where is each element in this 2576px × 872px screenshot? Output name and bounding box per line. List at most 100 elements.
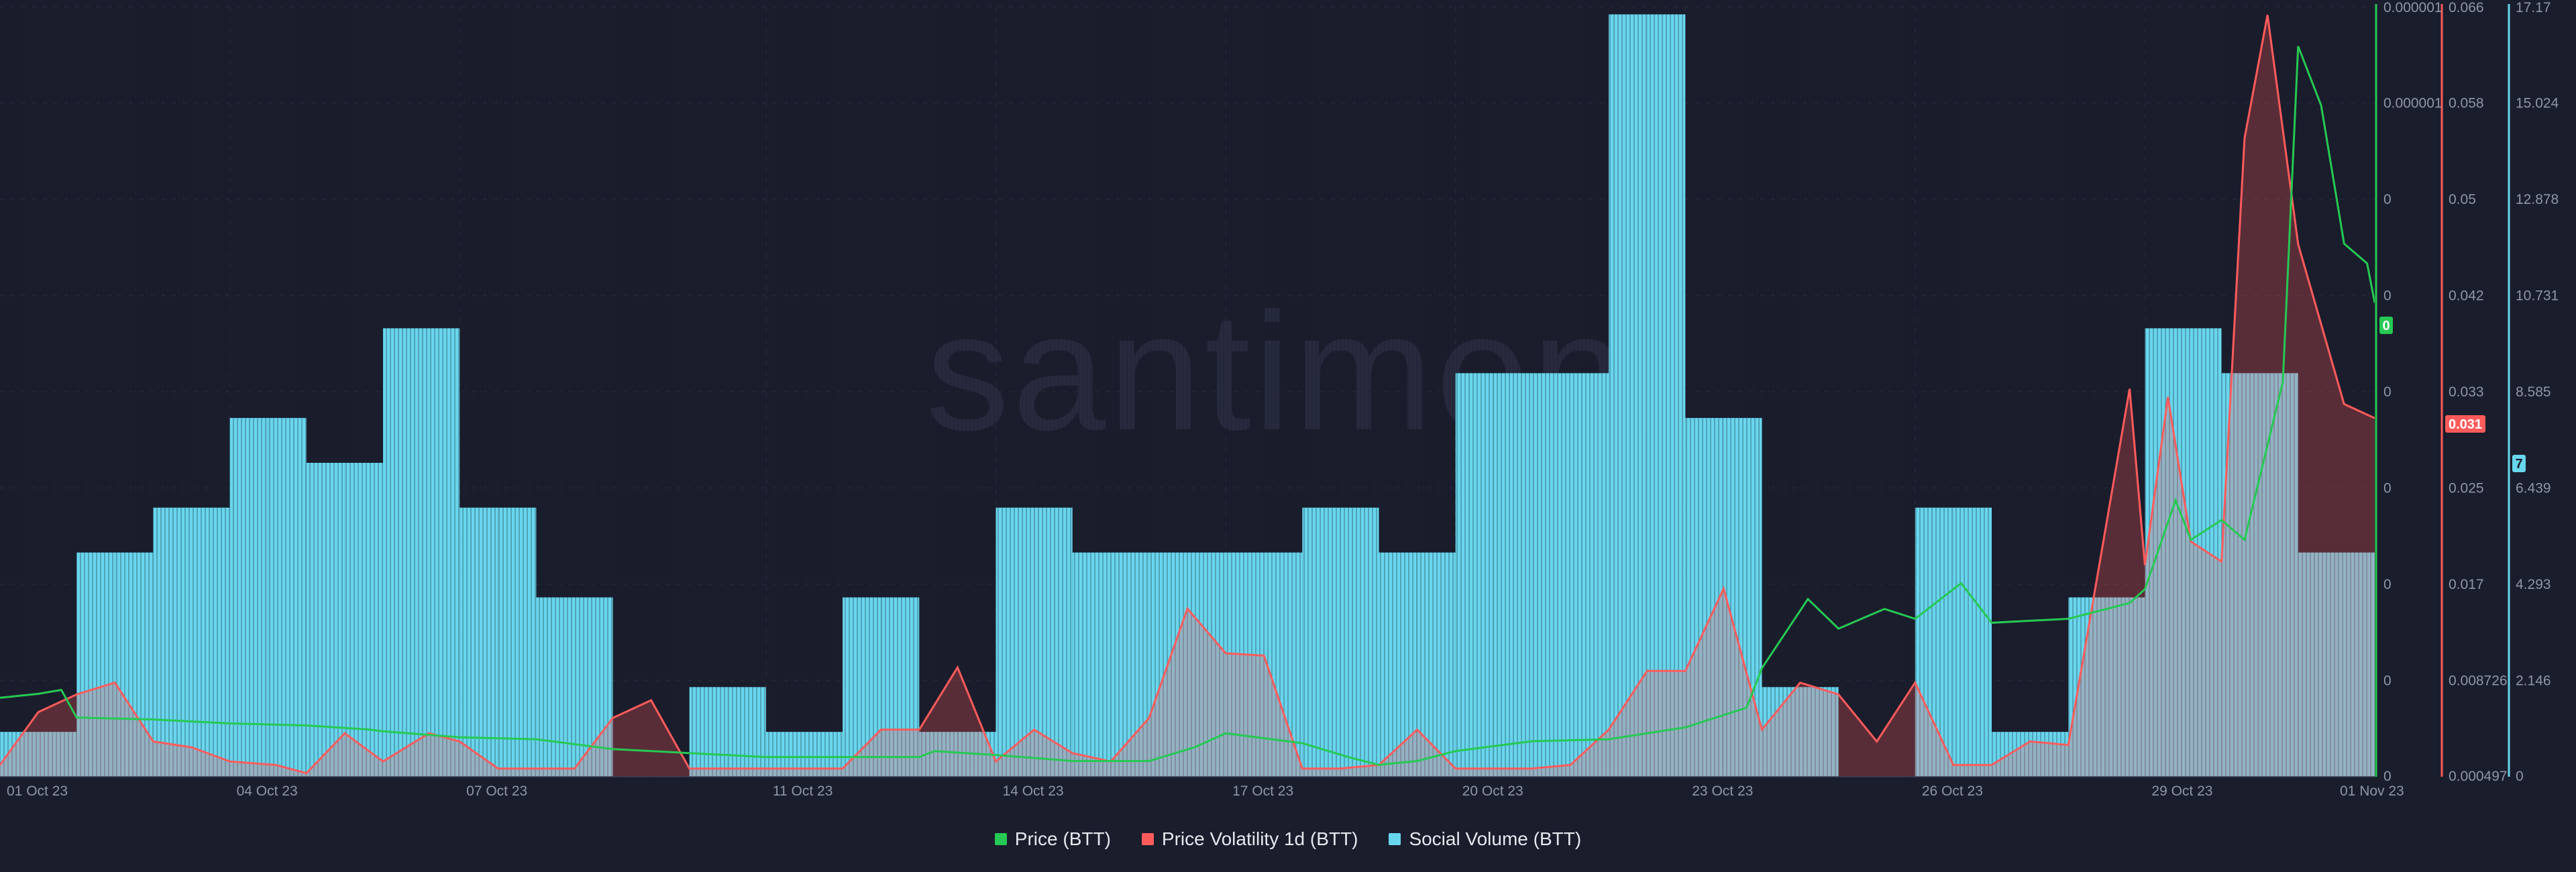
x-tick-label: 17 Oct 23 xyxy=(1232,783,1293,799)
x-tick-label: 11 Oct 23 xyxy=(773,783,833,799)
price-current-badge-bg xyxy=(2379,317,2393,334)
x-axis-ticks: 01 Oct 23 04 Oct 23 07 Oct 23 11 Oct 23 14 O… xyxy=(7,783,2404,799)
social-volume-bar xyxy=(1379,552,1417,777)
social-volume-bar xyxy=(153,507,192,777)
social-volume-bar xyxy=(38,732,77,777)
social-volume-bar xyxy=(115,552,154,777)
price-tick-label: 0 xyxy=(2383,673,2392,689)
price-tick-label: 0 xyxy=(2383,384,2392,400)
social-volume-bars xyxy=(0,7,2576,777)
social-volume-bar xyxy=(306,463,345,777)
social-tick-label: 0 xyxy=(2516,769,2524,784)
social-volume-bar xyxy=(536,597,575,777)
social-volume-bar xyxy=(2183,328,2222,777)
social-volume-bar xyxy=(2451,642,2489,777)
x-tick-label: 07 Oct 23 xyxy=(466,783,527,799)
social-tick-label: 6.439 xyxy=(2516,481,2551,496)
social-volume-bar xyxy=(76,552,115,777)
social-volume-bar xyxy=(2567,732,2576,777)
social-volume-bar xyxy=(1226,552,1265,777)
axis-lines xyxy=(0,4,2510,777)
price-current-badge: 0 xyxy=(2382,319,2390,333)
social-volume-bar xyxy=(1302,507,1341,777)
social-volume-bar xyxy=(2145,328,2184,777)
social-volume-bar xyxy=(460,507,498,777)
social-tick-label: 2.146 xyxy=(2516,673,2551,689)
social-volume-bar xyxy=(881,597,920,777)
social-volume-bar xyxy=(996,507,1034,777)
social-volume-bar xyxy=(1570,373,1609,777)
social-volume-bar xyxy=(2068,597,2107,777)
x-tick-label: 01 Oct 23 xyxy=(7,783,68,799)
social-volume-bar xyxy=(1915,507,1953,777)
legend-item[interactable]: Price Volatility 1d (BTT) xyxy=(1141,828,1358,850)
legend-swatch xyxy=(1389,833,1401,845)
legend-swatch xyxy=(1141,833,1154,845)
volatility-current-badge-bg xyxy=(2445,415,2485,433)
volatility-tick-label: 0.017 xyxy=(2449,577,2484,592)
x-tick-label: 04 Oct 23 xyxy=(237,783,298,799)
social-tick-label: 15.024 xyxy=(2516,96,2559,111)
social-volume-bar xyxy=(2030,732,2069,777)
legend: Price (BTT) Price Volatility 1d (BTT) Soci… xyxy=(0,824,2576,854)
legend-label: Price (BTT) xyxy=(1014,828,1111,849)
social-volume-bar xyxy=(1647,14,1686,777)
legend-swatch xyxy=(994,833,1007,845)
volatility-tick-label: 0.042 xyxy=(2449,288,2484,304)
price-line-group xyxy=(0,46,2375,766)
social-volume-bar xyxy=(2528,732,2566,777)
legend-item[interactable]: Price (BTT) xyxy=(994,828,1111,850)
price-tick-label: 0.000001 xyxy=(2383,0,2443,15)
social-volume-bar xyxy=(2336,552,2375,777)
social-volume-bar xyxy=(229,418,268,777)
price-line xyxy=(0,46,2375,766)
volatility-area-group xyxy=(0,15,2375,777)
social-tick-label: 10.731 xyxy=(2516,288,2559,304)
social-volume-bar xyxy=(727,687,766,777)
volatility-line xyxy=(0,15,2375,775)
social-volume-bar xyxy=(2375,418,2413,777)
price-tick-label: 0 xyxy=(2383,769,2392,784)
social-volume-bar xyxy=(689,687,728,777)
legend-item[interactable]: Social Volume (BTT) xyxy=(1389,828,1581,850)
social-volume-bar xyxy=(1532,373,1570,777)
social-volume-bar xyxy=(2259,373,2298,777)
social-axis-ticks: 17.17 15.024 12.878 10.731 8.585 6.439 4.293 2.… xyxy=(2516,0,2559,784)
social-volume-bar xyxy=(1455,373,1494,777)
price-tick-label: 0 xyxy=(2383,481,2392,496)
social-volume-bar xyxy=(1417,552,1456,777)
social-volume-bar xyxy=(1723,418,1762,777)
social-tick-label: 4.293 xyxy=(2516,577,2551,592)
social-volume-bar xyxy=(1187,552,1226,777)
volatility-current-badge: 0.031 xyxy=(2449,417,2482,432)
social-current-badge-bg xyxy=(2512,455,2526,472)
social-tick-label: 12.878 xyxy=(2516,192,2559,207)
x-tick-label: 01 Nov 23 xyxy=(2340,783,2404,799)
price-tick-label: 0.000001 xyxy=(2383,96,2443,111)
volatility-area xyxy=(0,15,2375,777)
volatility-axis-ticks: 0.066 0.058 0.05 0.042 0.033 0.025 0.017 0.0087… xyxy=(2449,0,2508,784)
social-volume-bar xyxy=(2298,552,2337,777)
x-tick-label: 26 Oct 23 xyxy=(1922,783,1983,799)
social-volume-bar xyxy=(421,328,460,777)
social-volume-bar xyxy=(1340,507,1379,777)
volatility-tick-label: 0.05 xyxy=(2449,192,2476,207)
social-volume-bar xyxy=(843,597,881,777)
current-value-badges: 0 0.031 7 xyxy=(2379,317,2526,472)
x-tick-label: 20 Oct 23 xyxy=(1462,783,1523,799)
social-current-badge: 7 xyxy=(2515,457,2522,472)
social-volume-bar xyxy=(1953,507,1992,777)
volatility-tick-label: 0.066 xyxy=(2449,0,2484,15)
x-tick-label: 23 Oct 23 xyxy=(1692,783,1753,799)
social-volume-bar xyxy=(1609,14,1648,777)
social-volume-bar xyxy=(1800,687,1839,777)
social-tick-label: 8.585 xyxy=(2516,384,2551,400)
price-axis-ticks: 0.000001 0.000001 0 0 0 0 0 0 0 xyxy=(2383,0,2443,784)
legend-label: Social Volume (BTT) xyxy=(1409,828,1582,849)
price-tick-label: 0 xyxy=(2383,192,2392,207)
social-volume-bar xyxy=(268,418,307,777)
legend-label: Price Volatility 1d (BTT) xyxy=(1161,828,1358,849)
social-volume-bar xyxy=(498,507,537,777)
volatility-tick-label: 0.025 xyxy=(2449,481,2484,496)
